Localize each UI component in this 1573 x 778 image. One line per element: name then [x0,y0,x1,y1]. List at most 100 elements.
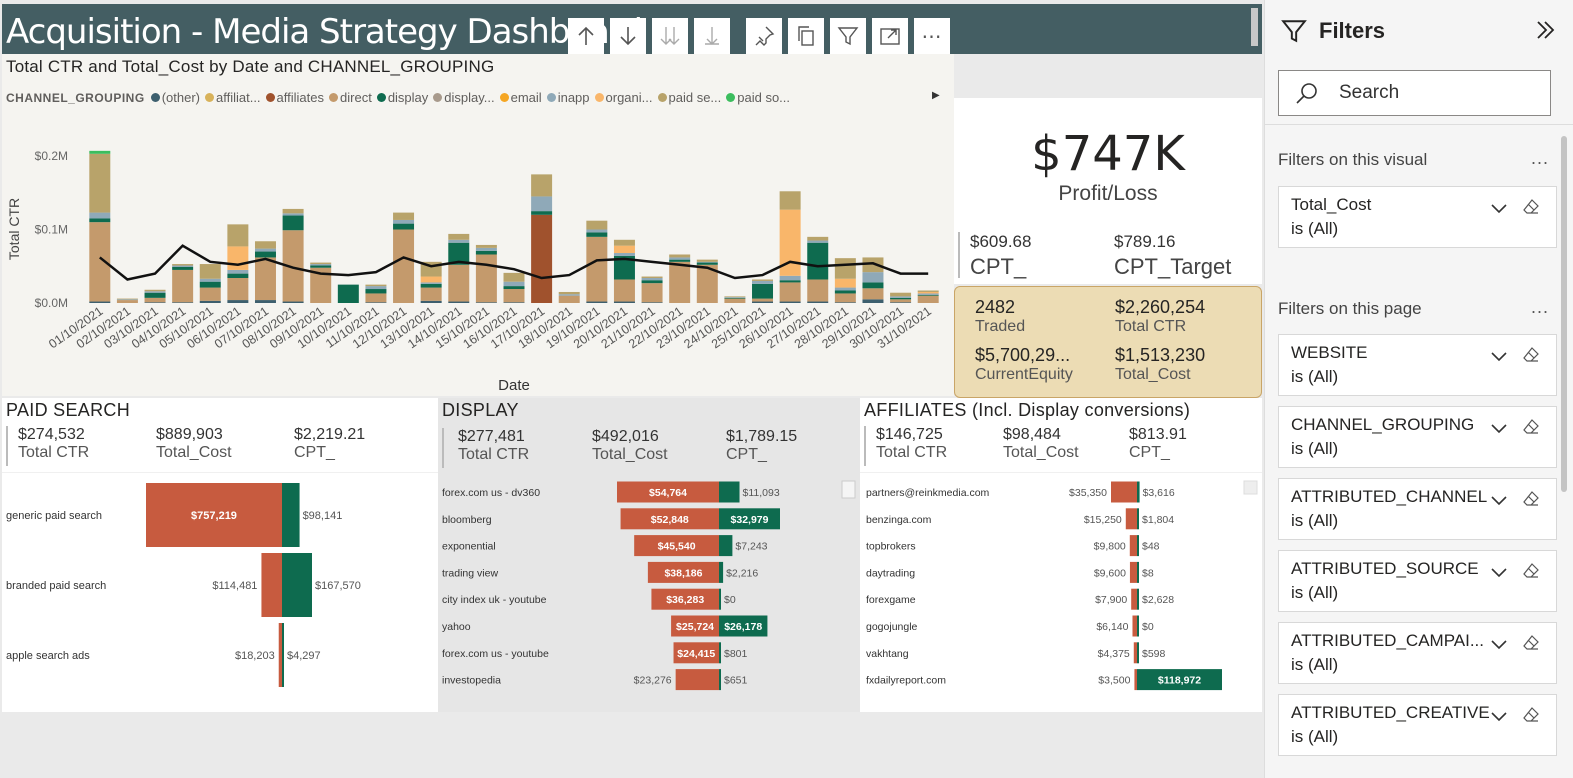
chart-bar-segment[interactable] [310,265,332,268]
filter-search-input[interactable]: Search [1339,82,1400,103]
chart-bar-segment[interactable] [475,254,497,303]
ctr-bar[interactable] [1137,481,1140,503]
chart-bar-segment[interactable] [890,297,912,300]
cost-bar[interactable] [647,561,719,583]
chart-bar-segment[interactable] [365,302,387,303]
chart-bar-segment[interactable] [199,264,221,279]
chart-plot[interactable]: Total CTR$0.0M$0.1M$0.2M01/10/202102/10/… [2,54,954,396]
chart-bar-segment[interactable] [586,220,608,230]
chart-bar-segment[interactable] [862,282,884,289]
chart-bar-segment[interactable] [531,174,553,197]
chart-bar-segment[interactable] [724,297,746,298]
chart-bar-segment[interactable] [862,257,884,273]
chart-bar-segment[interactable] [448,233,470,240]
chart-bar-segment[interactable] [862,288,884,300]
chevron-down-icon[interactable] [1489,707,1509,727]
filter-card[interactable]: ATTRIBUTED_CREATIVE is (All) [1278,694,1557,756]
cost-bar[interactable] [617,481,719,503]
chart-bar-segment[interactable] [199,278,221,282]
filter-card[interactable]: Total_Cost is (All) [1278,186,1557,248]
chart-bar-segment[interactable] [310,262,332,265]
chart-bar-segment[interactable] [752,298,774,302]
legend-next-arrow[interactable]: ▶ [932,90,940,101]
chart-bar-segment[interactable] [337,284,359,303]
cost-bar[interactable] [671,615,719,637]
chart-bar-segment[interactable] [144,291,166,293]
chart-bar-segment[interactable] [172,302,194,303]
chart-bar-segment[interactable] [89,212,111,219]
chart-bar-segment[interactable] [807,240,829,243]
chart-bar-segment[interactable] [448,239,470,243]
collapse-pane-icon[interactable] [1533,18,1557,42]
chart-bar-segment[interactable] [807,242,829,280]
focus-mode-button[interactable] [872,18,908,54]
chart-bar-segment[interactable] [724,297,746,299]
chart-bar-segment[interactable] [558,291,580,295]
chart-bar-segment[interactable] [696,262,718,265]
chart-bar-segment[interactable] [448,301,470,303]
cost-bar[interactable] [278,623,282,687]
chart-bar-segment[interactable] [365,286,387,290]
chart-bar-segment[interactable] [144,289,166,292]
legend-item[interactable]: affiliates [265,90,324,105]
chart-bar-segment[interactable] [503,272,525,282]
chart-bar-segment[interactable] [890,302,912,303]
ctr-bar[interactable] [1137,508,1139,530]
ctr-bar[interactable] [719,588,721,610]
chart-bar-segment[interactable] [116,299,138,301]
chevron-down-icon[interactable] [1489,419,1509,439]
chart-bar-segment[interactable] [586,236,608,302]
chart-bar-segment[interactable] [503,281,525,287]
chart-bar-segment[interactable] [420,287,442,301]
chart-bar-segment[interactable] [613,255,635,280]
clear-filter-icon[interactable] [1521,197,1541,217]
chart-bar-segment[interactable] [393,229,415,304]
ctr-bar[interactable] [282,553,312,617]
cost-bar[interactable] [675,669,719,691]
chart-bar-segment[interactable] [613,239,635,246]
drill-down-button[interactable] [610,18,646,54]
clear-filter-icon[interactable] [1521,561,1541,581]
paid-search-bar-chart[interactable]: generic paid search $757,219 $98,141 brande… [2,398,438,712]
display-bar-chart[interactable]: forex.com us - dv360 $54,764 $11,093 bloomb… [438,398,860,712]
chart-bar-segment[interactable] [420,300,442,303]
visual-filters-more-icon[interactable]: ... [1531,148,1550,168]
ctr-bar[interactable] [719,642,721,664]
cost-bar[interactable] [634,535,719,557]
chart-bar-segment[interactable] [834,302,856,303]
filter-card[interactable]: WEBSITE is (All) [1278,334,1557,396]
filter-search-box[interactable]: Search [1278,70,1551,116]
ctr-bar[interactable] [719,669,721,691]
chevron-down-icon[interactable] [1489,347,1509,367]
chart-bar-segment[interactable] [144,297,166,303]
filter-pane-scrollbar[interactable] [1561,136,1567,492]
chart-bar-segment[interactable] [724,298,746,303]
chart-bar-segment[interactable] [254,241,276,249]
cost-bar[interactable] [1133,642,1137,664]
cost-bar[interactable] [673,642,719,664]
chart-bar-segment[interactable] [669,254,691,258]
chart-bar-segment[interactable] [199,287,221,301]
chart-bar-segment[interactable] [724,296,746,298]
chart-bar-segment[interactable] [282,215,304,231]
chart-bar-segment[interactable] [282,230,304,302]
chart-bar-segment[interactable] [227,224,249,247]
legend-item[interactable]: display... [433,90,495,105]
chart-bar-segment[interactable] [669,261,691,303]
pin-button[interactable] [746,18,782,54]
cost-bar[interactable] [1111,481,1137,503]
chevron-down-icon[interactable] [1489,563,1509,583]
cost-bar[interactable] [1129,535,1137,557]
chart-bar-segment[interactable] [890,292,912,297]
page-filters-more-icon[interactable]: ... [1531,297,1550,317]
chart-bar-segment[interactable] [696,261,718,263]
chart-bar-segment[interactable] [696,264,718,303]
clear-filter-icon[interactable] [1521,489,1541,509]
clear-filter-icon[interactable] [1521,345,1541,365]
chart-bar-segment[interactable] [834,290,856,294]
chart-bar-segment[interactable] [365,293,387,303]
filter-card[interactable]: ATTRIBUTED_CAMPAI... is (All) [1278,622,1557,684]
cost-bar[interactable] [1125,508,1137,530]
cost-bar[interactable] [146,483,282,547]
chart-bar-segment[interactable] [89,153,111,213]
